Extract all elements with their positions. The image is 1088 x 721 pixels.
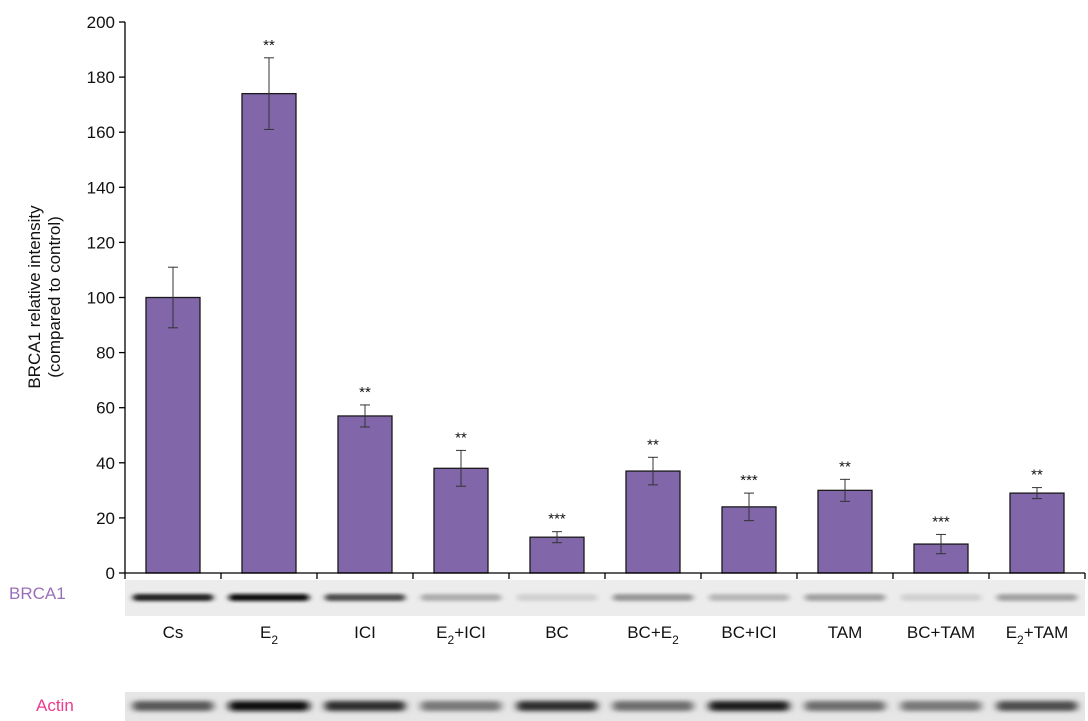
bar — [625, 470, 681, 574]
blot-band — [132, 594, 214, 601]
category-label-base: Cs — [163, 623, 184, 642]
blot-band — [228, 594, 310, 601]
category-label-subscript: 2 — [448, 633, 455, 647]
y-axis: 0 20 40 60 80 100 120 140 160 180 200 — [87, 13, 126, 583]
bar — [241, 92, 297, 574]
significance-label: ** — [263, 37, 275, 54]
significance-marks: ********************* — [263, 37, 1043, 531]
bar — [145, 296, 201, 574]
y-axis-title: BRCA1 relative intensity (compared to co… — [25, 205, 64, 389]
category-label: TAM — [828, 623, 863, 642]
blot-band — [996, 701, 1078, 711]
bars-group — [145, 57, 1065, 574]
blot-band — [804, 701, 886, 711]
category-label-base: BC+TAM — [907, 623, 975, 642]
significance-label: ** — [839, 458, 851, 475]
blot-band — [324, 594, 406, 601]
actin-blot: Actin — [36, 692, 1085, 721]
significance-label: *** — [932, 513, 950, 530]
y-tick-label: 60 — [96, 399, 115, 418]
blot-band — [324, 701, 406, 711]
actin-blot-label: Actin — [36, 696, 74, 715]
category-label-tail: +ICI — [454, 623, 486, 642]
error-bar — [936, 533, 946, 555]
significance-label: *** — [548, 511, 566, 528]
blot-band — [708, 594, 790, 601]
brca1-blot-label: BRCA1 — [9, 584, 66, 603]
blot-band — [420, 701, 502, 711]
error-bar — [168, 266, 178, 329]
blot-band — [420, 594, 502, 601]
category-label: BC+ICI — [721, 623, 776, 642]
bar — [337, 415, 393, 574]
y-tick-label: 200 — [87, 13, 115, 32]
x-axis — [124, 572, 1086, 579]
category-label-base: BC+ICI — [721, 623, 776, 642]
category-label-base: ICI — [354, 623, 376, 642]
blot-band — [228, 701, 310, 711]
y-axis-title-line1: BRCA1 relative intensity — [25, 205, 44, 389]
category-label-base: E — [260, 623, 271, 642]
category-label: BC+E2 — [627, 623, 679, 647]
category-label-base: E — [1006, 623, 1017, 642]
category-label: Cs — [163, 623, 184, 642]
blot-band — [612, 701, 694, 711]
category-label: E2+TAM — [1006, 623, 1069, 647]
category-labels: Cs E2 ICI E2+ICI BC BC+E2 BC+ICI TAM BC+TAM E2+TA… — [163, 623, 1069, 647]
error-bar — [840, 478, 850, 502]
bar — [433, 467, 489, 574]
blot-band — [708, 701, 790, 711]
y-tick-label: 20 — [96, 509, 115, 528]
error-bar — [1032, 487, 1042, 500]
bar — [1009, 492, 1065, 574]
category-label: BC — [545, 623, 569, 642]
category-label-base: BC+E — [627, 623, 672, 642]
y-tick-label: 40 — [96, 454, 115, 473]
y-tick-label: 0 — [106, 564, 115, 583]
blot-band — [516, 594, 598, 601]
y-tick-label: 180 — [87, 68, 115, 87]
y-tick-label: 160 — [87, 123, 115, 142]
category-label: E2+ICI — [436, 623, 486, 647]
y-tick-label: 140 — [87, 178, 115, 197]
blot-band — [516, 701, 598, 711]
category-label: E2 — [260, 623, 278, 647]
blot-band — [804, 594, 886, 601]
y-axis-title-line2: (compared to control) — [45, 216, 64, 378]
blot-band — [132, 701, 214, 711]
blot-band — [900, 701, 982, 711]
significance-label: ** — [359, 384, 371, 401]
significance-label: ** — [455, 429, 467, 446]
error-bar — [648, 456, 658, 486]
y-tick-label: 100 — [87, 289, 115, 308]
category-label-subscript: 2 — [1017, 633, 1024, 647]
category-label-base: TAM — [828, 623, 863, 642]
blot-band — [996, 594, 1078, 601]
category-label-subscript: 2 — [672, 633, 679, 647]
category-label-base: E — [436, 623, 447, 642]
category-label-tail: +TAM — [1024, 623, 1069, 642]
category-label-base: BC — [545, 623, 569, 642]
blot-band — [900, 594, 982, 601]
blot-band — [612, 594, 694, 601]
error-bar — [744, 492, 754, 522]
error-bar — [552, 531, 562, 544]
category-label-subscript: 2 — [271, 633, 278, 647]
brca1-blot: BRCA1 — [9, 580, 1085, 616]
bar — [913, 543, 969, 574]
bar — [817, 489, 873, 574]
category-label: BC+TAM — [907, 623, 975, 642]
error-bar — [360, 404, 370, 428]
significance-label: ** — [1031, 467, 1043, 484]
y-tick-label: 80 — [96, 344, 115, 363]
significance-label: *** — [740, 472, 758, 489]
error-bar — [264, 57, 274, 130]
error-bar — [456, 449, 466, 487]
significance-label: ** — [647, 436, 659, 453]
y-tick-label: 120 — [87, 233, 115, 252]
category-label: ICI — [354, 623, 376, 642]
